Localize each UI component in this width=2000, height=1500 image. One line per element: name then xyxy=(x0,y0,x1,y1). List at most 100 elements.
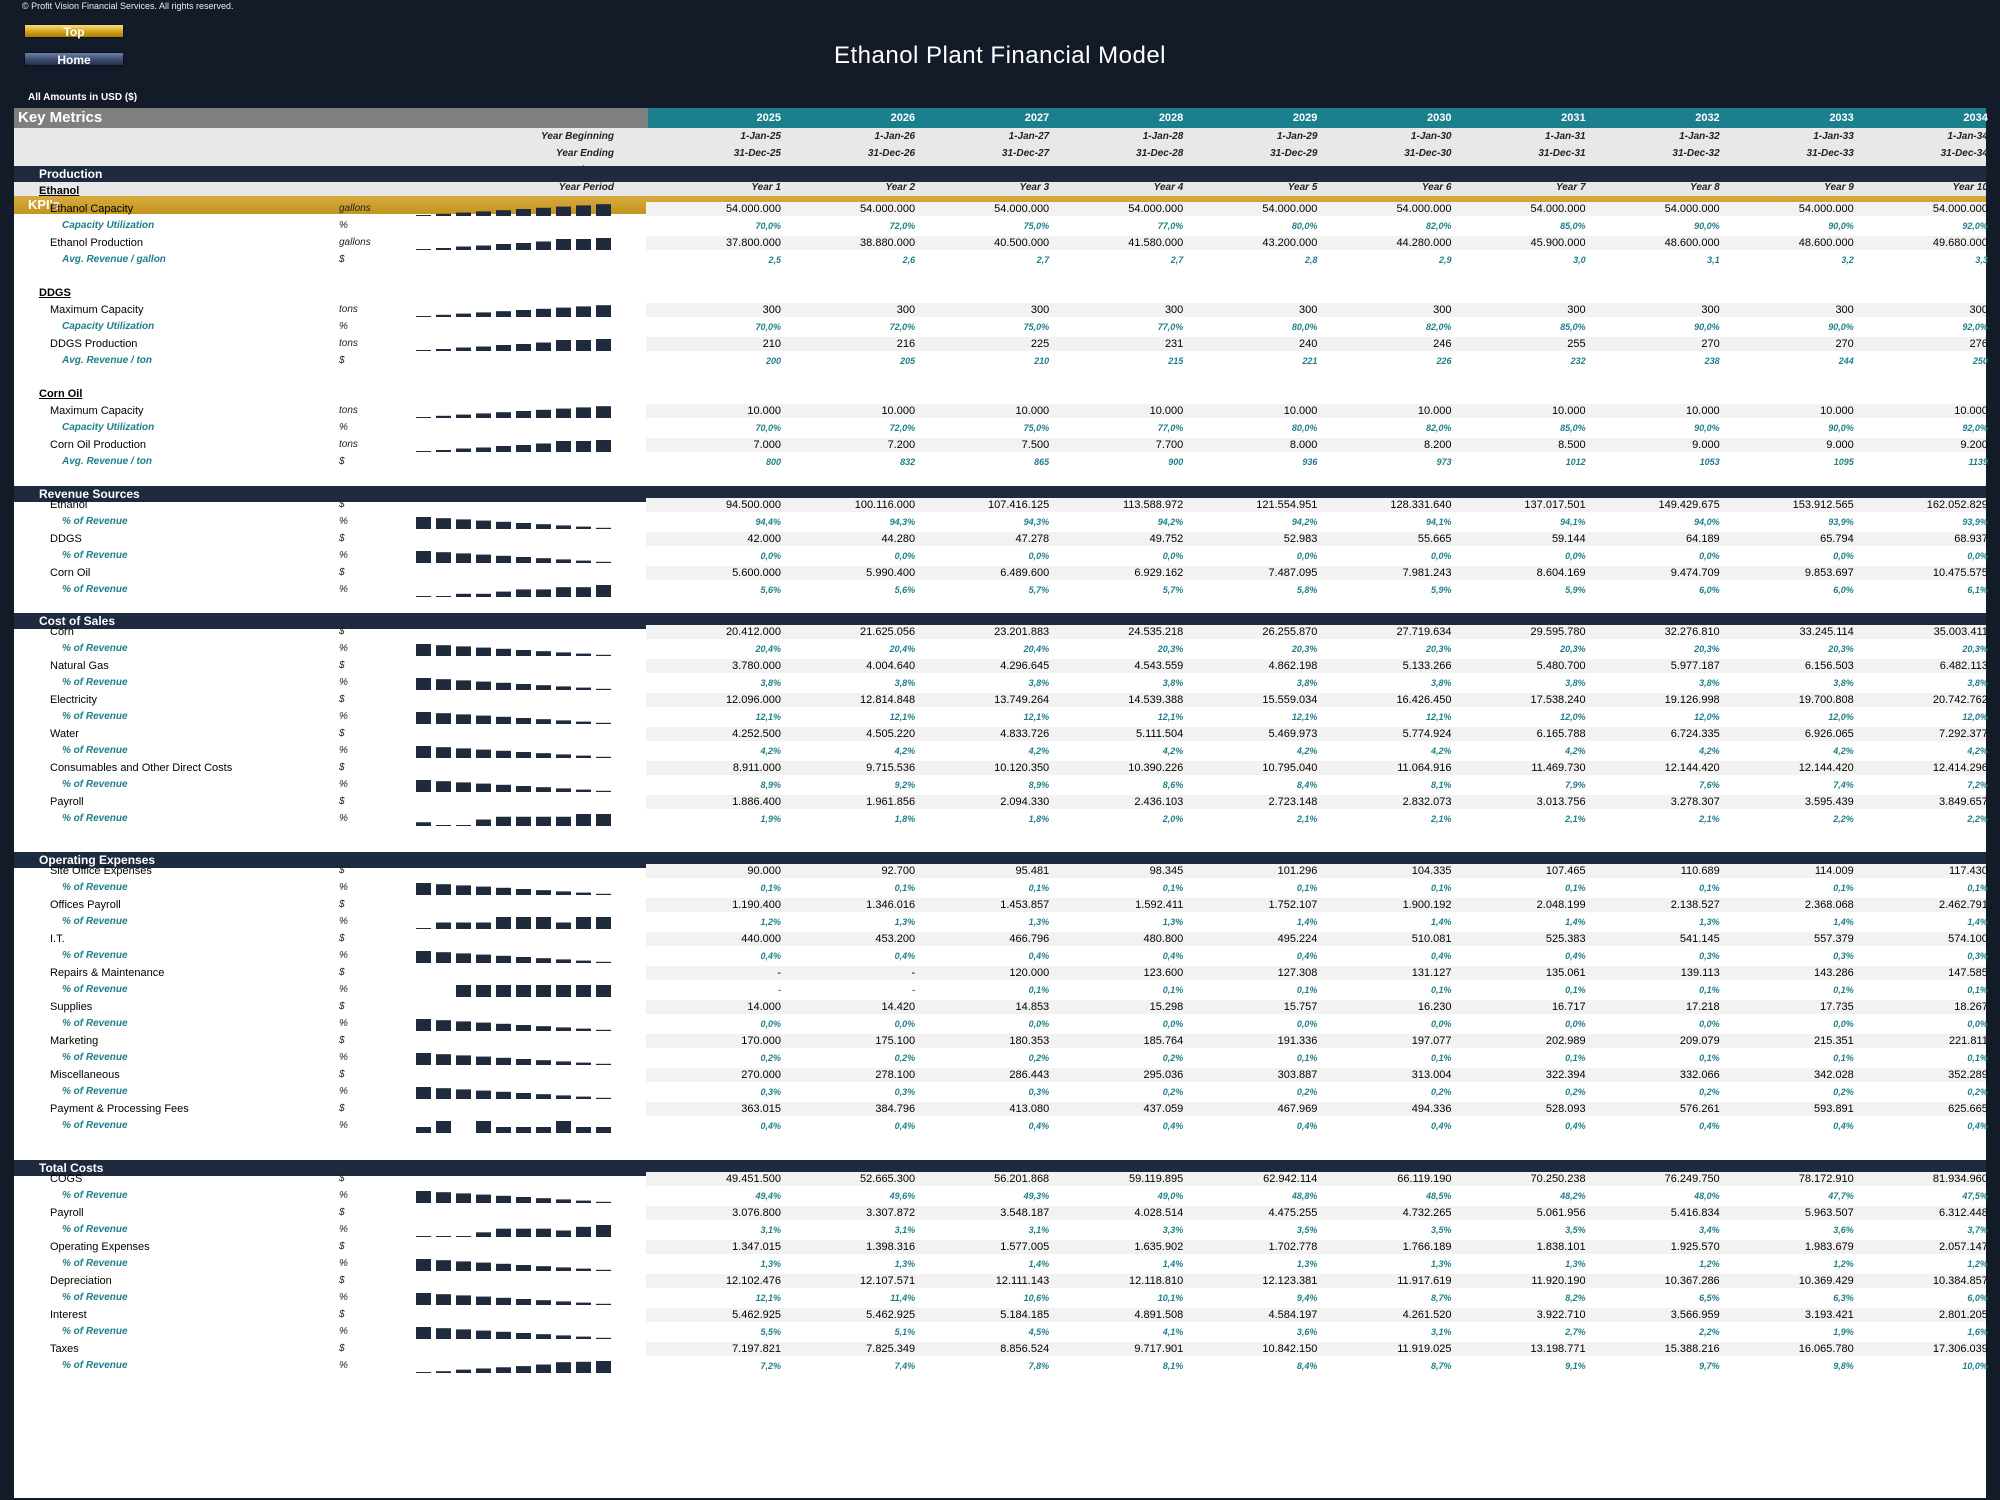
value-cell: 6.926.065 xyxy=(1804,728,1854,740)
percent-row-label: Avg. Revenue / gallon xyxy=(62,254,166,265)
timeline-cell: 31-Dec-31 xyxy=(1538,148,1586,159)
value-cell: 24.535.218 xyxy=(1128,626,1184,638)
value-cell: 70,0% xyxy=(755,322,781,332)
value-cell: 12,1% xyxy=(755,1293,781,1303)
timeline-cell: 1-Jan-34 xyxy=(1947,131,1988,142)
value-cell: 9.200 xyxy=(1960,439,1988,451)
value-cell: 0,1% xyxy=(1833,985,1854,995)
value-cell: 0,2% xyxy=(1833,1087,1854,1097)
value-cell: 14.420 xyxy=(881,1001,916,1013)
unit-label: $ xyxy=(339,694,345,705)
value-cell: 3,8% xyxy=(1162,678,1184,688)
value-cell: 12.123.381 xyxy=(1262,1275,1318,1287)
unit-label: $ xyxy=(339,1035,345,1046)
value-cell: 7.500 xyxy=(1021,439,1050,451)
value-cell: 5.184.185 xyxy=(1000,1309,1050,1321)
value-cell: 313.004 xyxy=(1411,1069,1452,1081)
row-band xyxy=(646,1068,1986,1082)
value-cell: 162.052.829 xyxy=(1926,499,1988,511)
value-cell: 76.249.750 xyxy=(1664,1173,1720,1185)
sparkline-bar xyxy=(476,413,491,418)
value-cell: 20,3% xyxy=(1828,644,1854,654)
sparkline-bar xyxy=(456,1236,471,1237)
value-cell: 0,0% xyxy=(1430,551,1452,561)
percent-row-label: % of Revenue xyxy=(62,1120,128,1131)
unit-label: $ xyxy=(339,533,345,544)
unit-label: $ xyxy=(339,254,345,265)
value-cell: 0,0% xyxy=(1967,551,1988,561)
sparkline-bar xyxy=(456,885,471,895)
value-cell: 5.963.507 xyxy=(1804,1207,1854,1219)
sparkline-bar xyxy=(516,889,531,895)
sparkline-bar xyxy=(416,316,431,317)
value-cell: 278.100 xyxy=(875,1069,916,1081)
value-cell: 114.009 xyxy=(1814,865,1854,877)
sparkline-bar xyxy=(416,1019,431,1031)
sparkline-bar xyxy=(476,922,491,929)
percent-row-label: Capacity Utilization xyxy=(62,422,155,433)
sparkline-bar xyxy=(556,1267,571,1271)
value-cell: 0,1% xyxy=(1565,883,1586,893)
value-cell: 1,3% xyxy=(1028,917,1050,927)
value-cell: 0,4% xyxy=(1296,951,1318,961)
row-band xyxy=(646,404,1986,418)
sparkline-bar xyxy=(516,1265,531,1271)
value-cell: 0,0% xyxy=(1565,1019,1586,1029)
value-cell: 0,1% xyxy=(1967,883,1988,893)
unit-label: $ xyxy=(339,1309,345,1320)
value-cell: 3,1% xyxy=(1028,1225,1050,1235)
timeline-cell: 1-Jan-33 xyxy=(1813,131,1854,142)
sparkline-bar xyxy=(516,1299,531,1305)
sparkline-bar xyxy=(456,1261,471,1271)
value-cell: 0,0% xyxy=(1430,1019,1452,1029)
value-cell: 221.811 xyxy=(1948,1035,1988,1047)
value-cell: 9,7% xyxy=(1699,1361,1720,1371)
value-cell: 54.000.000 xyxy=(1128,203,1184,215)
value-cell: 1.961.856 xyxy=(866,796,916,808)
unit-label: % xyxy=(339,1190,348,1201)
sparkline-bar xyxy=(496,1195,511,1203)
value-cell: 0,0% xyxy=(1699,1019,1720,1029)
unit-label: % xyxy=(339,745,348,756)
value-cell: 6.165.788 xyxy=(1536,728,1586,740)
row-label: Water xyxy=(50,728,79,740)
value-cell: 1.838.101 xyxy=(1536,1241,1586,1253)
value-cell: 17.306.039 xyxy=(1932,1343,1988,1355)
sparkline-bar xyxy=(436,679,451,690)
home-button[interactable]: Home xyxy=(24,52,124,67)
value-cell: 0,1% xyxy=(1699,1053,1720,1063)
value-cell: 10,1% xyxy=(1157,1293,1184,1303)
value-cell: 16.426.450 xyxy=(1396,694,1452,706)
percent-row-label: % of Revenue xyxy=(62,984,128,995)
percent-row-label: % of Revenue xyxy=(62,1018,128,1029)
value-cell: 8.911.000 xyxy=(732,762,781,774)
row-label: DDGS xyxy=(50,533,82,545)
value-cell: 300 xyxy=(762,304,781,316)
value-cell: 94.500.000 xyxy=(725,499,781,511)
value-cell: 0,2% xyxy=(1296,1087,1318,1097)
percent-row-label: % of Revenue xyxy=(62,745,128,756)
value-cell: 495.224 xyxy=(1277,933,1318,945)
value-cell: 3.548.187 xyxy=(1000,1207,1050,1219)
value-cell: 0,2% xyxy=(1565,1087,1586,1097)
value-cell: 3.076.800 xyxy=(732,1207,781,1219)
top-button[interactable]: Top xyxy=(24,24,124,39)
sparkline-bar xyxy=(516,243,531,250)
sparkline-bar xyxy=(556,441,571,452)
sparkline-bar xyxy=(416,822,431,826)
value-cell: 300 xyxy=(1433,304,1452,316)
sparkline-bar xyxy=(596,893,611,895)
value-cell: 4,2% xyxy=(1430,746,1452,756)
sparkline-bar xyxy=(476,783,491,792)
row-label: Repairs & Maintenance xyxy=(50,967,165,979)
value-cell: 4,2% xyxy=(760,746,781,756)
value-cell: 205 xyxy=(900,356,916,366)
unit-label: % xyxy=(339,1052,348,1063)
value-cell: 75,0% xyxy=(1023,221,1050,231)
sparkline-bar xyxy=(476,554,491,563)
value-cell: 81.934.960 xyxy=(1932,1173,1988,1185)
sparkline xyxy=(416,238,611,250)
value-cell: 270 xyxy=(1835,338,1854,350)
sparkline-bar xyxy=(536,558,551,563)
sparkline-bar xyxy=(576,917,591,929)
